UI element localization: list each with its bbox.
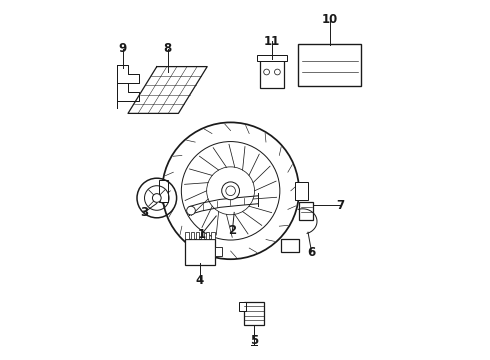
- Text: 3: 3: [140, 206, 148, 219]
- Bar: [201, 232, 204, 239]
- Text: 8: 8: [164, 42, 171, 55]
- Text: 2: 2: [228, 224, 237, 237]
- Bar: [191, 232, 194, 239]
- Bar: [244, 302, 264, 325]
- Text: 7: 7: [336, 199, 344, 212]
- Text: 5: 5: [250, 334, 258, 347]
- Circle shape: [187, 206, 196, 215]
- Circle shape: [264, 69, 270, 75]
- Text: 11: 11: [264, 35, 280, 48]
- Bar: [206, 232, 210, 239]
- Bar: [257, 55, 287, 61]
- Bar: [159, 180, 168, 202]
- Bar: [185, 239, 215, 265]
- Bar: [260, 56, 284, 88]
- Circle shape: [152, 194, 161, 202]
- Text: 6: 6: [308, 246, 316, 258]
- Bar: [295, 182, 308, 200]
- Text: 9: 9: [119, 42, 127, 55]
- Text: 1: 1: [198, 228, 206, 240]
- Text: 10: 10: [321, 13, 338, 26]
- Bar: [299, 202, 314, 220]
- Bar: [196, 232, 199, 239]
- Bar: [211, 232, 215, 239]
- Bar: [298, 44, 361, 85]
- Bar: [215, 247, 222, 256]
- Circle shape: [221, 182, 240, 200]
- Bar: [185, 232, 189, 239]
- Bar: [239, 301, 246, 310]
- Text: 4: 4: [196, 274, 204, 287]
- Circle shape: [274, 69, 280, 75]
- Bar: [281, 239, 299, 252]
